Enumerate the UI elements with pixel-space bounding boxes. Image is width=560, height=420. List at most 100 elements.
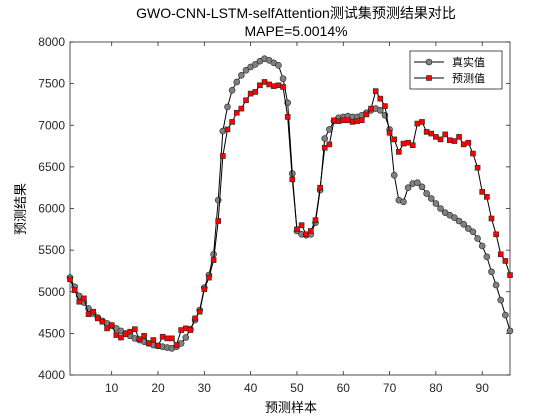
data-point-predicted — [252, 89, 259, 95]
data-point-predicted — [270, 83, 277, 89]
y-tick-label: 7500 — [38, 77, 65, 91]
data-point-predicted — [308, 228, 314, 234]
data-point-predicted — [349, 119, 356, 125]
chart-subtitle: MAPE=5.0014% — [244, 23, 347, 39]
legend: 真实值 预测值 — [409, 50, 503, 90]
y-tick-label: 8000 — [38, 35, 65, 49]
data-point-predicted — [409, 142, 416, 149]
data-point-actual — [488, 268, 495, 276]
data-point-actual — [427, 195, 435, 202]
data-point-predicted — [136, 336, 143, 343]
data-point-predicted — [275, 82, 282, 89]
data-point-predicted — [159, 333, 166, 340]
data-point-predicted — [76, 298, 83, 305]
data-point-predicted — [391, 136, 398, 143]
data-point-predicted — [298, 222, 305, 228]
data-point-actual — [451, 214, 458, 221]
data-point-actual — [469, 228, 477, 236]
x-tick-label: 40 — [244, 381, 258, 395]
data-point-predicted — [81, 295, 87, 302]
data-point-predicted — [363, 111, 370, 118]
data-point-actual — [251, 61, 259, 68]
data-point-predicted — [382, 103, 388, 109]
data-point-predicted — [90, 308, 96, 315]
plot-area: 10 20 30 40 50 60 70 80 90 4000 4500 5000 5500 6000 6… — [38, 35, 514, 395]
data-point-predicted — [192, 315, 198, 322]
y-axis: 4000 4500 5000 5500 6000 6500 7000 7500 8000 — [38, 35, 510, 382]
data-point-actual — [483, 253, 491, 261]
data-point-predicted — [94, 315, 101, 322]
y-tick-label: 4500 — [38, 326, 65, 340]
data-point-predicted — [233, 109, 240, 116]
legend-label-predicted: 预测值 — [452, 72, 485, 85]
x-axis: 10 20 30 40 50 60 70 80 90 — [105, 42, 489, 395]
data-point-actual — [404, 184, 412, 191]
data-point-predicted — [372, 88, 379, 94]
data-point-predicted — [470, 150, 476, 157]
data-point-predicted — [507, 272, 513, 278]
data-point-predicted — [266, 81, 272, 88]
data-point-predicted — [396, 149, 402, 155]
data-point-predicted — [289, 176, 296, 183]
y-tick-label: 6500 — [38, 160, 65, 174]
y-tick-label: 4000 — [38, 368, 65, 382]
data-point-actual — [321, 135, 329, 142]
x-axis-label: 预测样本 — [265, 401, 317, 416]
data-point-predicted — [113, 332, 120, 338]
data-point-actual — [238, 72, 245, 79]
data-point-predicted — [335, 118, 342, 124]
data-point-predicted — [502, 258, 509, 264]
data-point-actual — [279, 75, 287, 82]
series-layer — [66, 55, 514, 352]
data-point-actual — [492, 281, 500, 289]
data-point-predicted — [206, 274, 212, 281]
data-point-predicted — [437, 136, 444, 143]
data-point-predicted — [201, 286, 208, 293]
legend-marker-predicted — [426, 75, 432, 81]
data-point-predicted — [303, 231, 310, 238]
data-point-predicted — [497, 251, 504, 258]
legend-marker-actual — [425, 58, 433, 66]
data-point-predicted — [442, 131, 448, 138]
data-point-predicted — [479, 189, 486, 195]
data-point-predicted — [294, 226, 300, 233]
data-point-predicted — [280, 84, 286, 90]
data-point-predicted — [169, 335, 175, 342]
data-point-predicted — [493, 231, 499, 238]
data-point-predicted — [317, 184, 323, 191]
data-point-predicted — [400, 140, 407, 147]
data-point-predicted — [99, 318, 106, 325]
data-point-predicted — [127, 328, 134, 335]
data-point-predicted — [257, 82, 263, 89]
x-tick-label: 10 — [105, 381, 119, 395]
data-point-predicted — [358, 117, 365, 124]
data-point-predicted — [164, 335, 171, 342]
data-point-predicted — [67, 276, 73, 283]
data-point-predicted — [419, 119, 425, 125]
data-point-predicted — [368, 105, 374, 112]
data-point-predicted — [312, 217, 319, 223]
data-point-predicted — [178, 327, 184, 333]
data-point-predicted — [474, 164, 481, 171]
data-point-actual — [228, 86, 236, 94]
data-point-actual — [502, 311, 509, 319]
data-point-predicted — [484, 194, 490, 200]
y-axis-label: 预测结果 — [14, 183, 29, 235]
data-point-predicted — [405, 139, 411, 146]
data-point-predicted — [261, 79, 268, 85]
data-point-predicted — [284, 114, 291, 120]
data-point-actual — [390, 171, 398, 179]
data-point-predicted — [150, 337, 157, 343]
data-point-actual — [474, 235, 481, 242]
data-point-predicted — [488, 215, 495, 222]
legend-label-actual: 真实值 — [452, 55, 485, 69]
data-point-actual — [478, 242, 486, 250]
data-point-predicted — [377, 95, 384, 102]
data-point-predicted — [428, 130, 435, 137]
y-tick-label: 5000 — [38, 285, 65, 299]
data-point-predicted — [460, 141, 467, 148]
data-point-predicted — [465, 139, 472, 146]
y-tick-label: 6000 — [38, 202, 65, 216]
x-tick-label: 20 — [151, 381, 165, 395]
data-point-predicted — [423, 129, 430, 135]
